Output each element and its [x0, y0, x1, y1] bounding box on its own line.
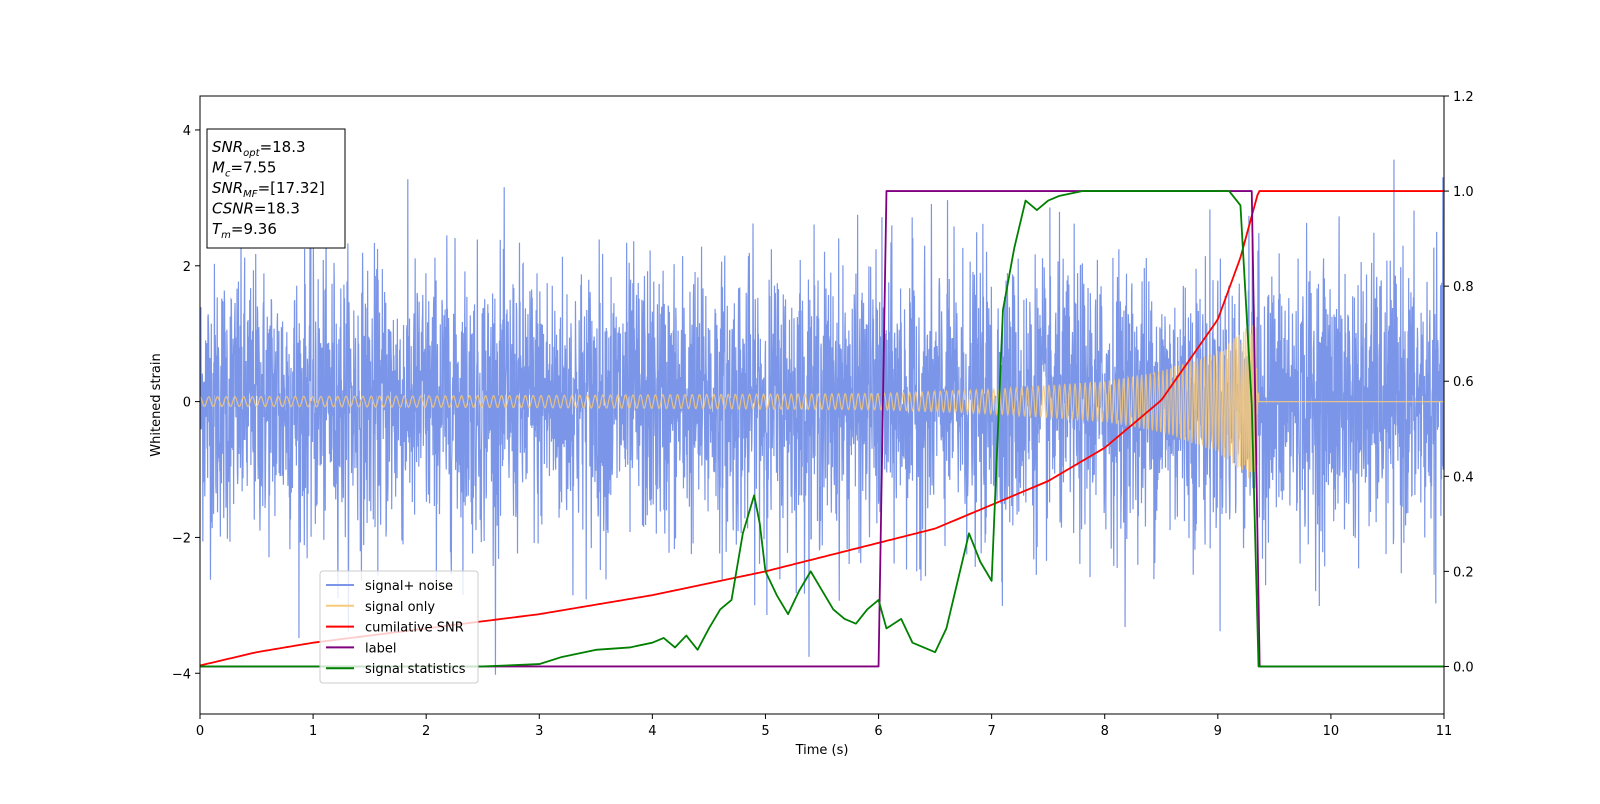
- legend-label: label: [365, 641, 396, 656]
- x-axis-label: Time (s): [795, 743, 849, 758]
- x-tick-label: 9: [1214, 724, 1222, 739]
- annotation-frame: [206, 128, 346, 249]
- series-signal-statistics-line: [200, 190, 1444, 668]
- y-axis-label: Whitened strain: [149, 353, 164, 456]
- y-tick-label: −4: [172, 667, 191, 682]
- y2-tick-label: 0.6: [1453, 375, 1474, 390]
- annotation-line: Tm=9.36: [212, 220, 277, 241]
- y2-tick-label: 0.8: [1453, 280, 1474, 295]
- annotation-line: Mc=7.55: [212, 159, 276, 180]
- x-axis: 0 1 2 3 4 5 6 7 8 9 10 11: [196, 714, 1452, 739]
- y2-tick-label: 0.0: [1453, 660, 1474, 675]
- y2-tick-label: 0.2: [1453, 565, 1474, 580]
- x-tick-label: 1: [309, 724, 317, 739]
- y2-tick-label: 1.2: [1453, 90, 1474, 105]
- y2-tick-label: 1.0: [1453, 185, 1474, 200]
- annotation-line: CSNR=18.3: [212, 200, 300, 218]
- y2-tick-label: 0.4: [1453, 470, 1474, 485]
- x-tick-label: 10: [1323, 724, 1340, 739]
- plot-frame: [199, 95, 1445, 715]
- y-axis-right: 0.0 0.2 0.4 0.6 0.8 1.0 1.2: [1444, 90, 1474, 675]
- y-tick-label: 4: [183, 124, 191, 139]
- x-tick-label: 8: [1101, 724, 1109, 739]
- x-tick-label: 11: [1436, 724, 1453, 739]
- x-tick-label: 3: [535, 724, 543, 739]
- y-tick-label: 2: [183, 260, 191, 275]
- x-tick-label: 4: [648, 724, 656, 739]
- series-signal-only-line: [200, 324, 1444, 484]
- legend: signal+ noise signal only cumilative SNR la…: [319, 570, 479, 684]
- legend-label: signal statistics: [365, 662, 466, 677]
- x-tick-label: 6: [874, 724, 882, 739]
- y-axis-left: −4 −2 0 2 4: [172, 124, 200, 682]
- x-tick-label: 5: [761, 724, 769, 739]
- x-tick-label: 2: [422, 724, 430, 739]
- legend-label: signal only: [365, 600, 435, 615]
- legend-label: signal+ noise: [365, 579, 453, 594]
- x-tick-label: 7: [987, 724, 995, 739]
- legend-label: cumilative SNR: [365, 621, 464, 636]
- legend-frame: [319, 570, 479, 684]
- x-tick-label: 0: [196, 724, 204, 739]
- y-tick-label: 0: [183, 396, 191, 411]
- y-tick-label: −2: [172, 531, 191, 546]
- annotation-line: SNRopt=18.3: [212, 138, 306, 159]
- annotation-line: SNRMF=[17.32]: [212, 179, 325, 200]
- annotation-box: SNRopt=18.3Mc=7.55SNRMF=[17.32]CSNR=18.3…: [206, 128, 346, 249]
